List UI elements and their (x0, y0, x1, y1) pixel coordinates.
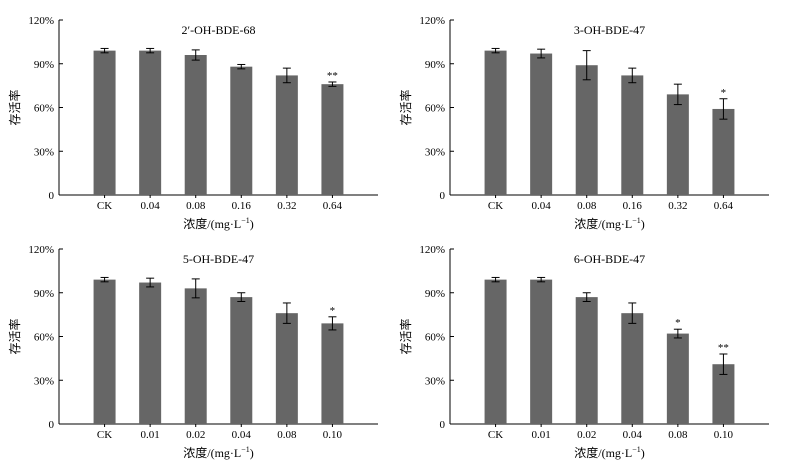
bar (230, 297, 253, 424)
y-tick-label: 90% (425, 288, 445, 300)
bar (184, 55, 207, 195)
y-tick-label: 0 (440, 419, 446, 431)
bar (484, 279, 507, 424)
x-tick-label: 0.16 (232, 200, 252, 212)
y-tick-label: 90% (34, 288, 54, 300)
x-tick-label: 0.08 (577, 200, 597, 212)
x-tick-label: 0.01 (532, 429, 551, 441)
bar (230, 66, 253, 196)
bar (666, 333, 689, 424)
y-tick-label: 120% (28, 15, 54, 27)
x-tick-label: 0.32 (277, 200, 296, 212)
x-tick-label: CK (97, 200, 112, 212)
x-tick-label: 0.16 (623, 200, 643, 212)
x-axis-label: 浓度/(mg·L−1) (183, 445, 254, 460)
panel-title: 5-OH-BDE-47 (183, 252, 254, 266)
chart-panel-2: 0 30% 60% 90% 120% CK 0.04 0.08 0.16 0.32 * 0.64 3-O… (398, 15, 769, 231)
x-tick-label: 0.64 (714, 200, 734, 212)
y-tick-label: 0 (49, 190, 55, 202)
y-tick-label: 120% (28, 244, 54, 256)
x-tick-label: 0.10 (714, 429, 734, 441)
y-tick-label: 30% (34, 375, 54, 387)
bar (275, 313, 298, 424)
y-tick-label: 30% (425, 375, 445, 387)
bar (275, 75, 298, 195)
x-tick-label: CK (488, 429, 503, 441)
x-tick-label: 0.01 (141, 429, 160, 441)
x-tick-label: 0.08 (277, 429, 297, 441)
y-tick-label: 0 (440, 190, 446, 202)
y-tick-label: 30% (34, 146, 54, 158)
y-axis-label: 存活率 (7, 89, 22, 125)
panel-title: 2′-OH-BDE-68 (182, 23, 256, 37)
bar (139, 50, 162, 195)
x-tick-label: 0.08 (186, 200, 206, 212)
y-tick-label: 90% (34, 59, 54, 71)
x-tick-label: 0.08 (668, 429, 688, 441)
bar (93, 279, 116, 424)
y-axis-label: 存活率 (7, 318, 22, 354)
significance-mark: * (330, 305, 336, 317)
bar (321, 84, 344, 195)
y-tick-label: 60% (425, 332, 445, 344)
x-tick-label: 0.02 (186, 429, 205, 441)
y-tick-label: 120% (419, 15, 445, 27)
bar (712, 364, 735, 424)
significance-mark: ** (327, 70, 338, 82)
panel-title: 6-OH-BDE-47 (574, 252, 645, 266)
y-tick-label: 30% (425, 146, 445, 158)
x-axis-label: 浓度/(mg·L−1) (183, 216, 254, 231)
y-tick-label: 90% (425, 59, 445, 71)
y-tick-label: 60% (34, 103, 54, 115)
x-tick-label: 0.04 (232, 429, 252, 441)
y-tick-label: 60% (425, 103, 445, 115)
significance-mark: * (675, 317, 681, 329)
bar (666, 94, 689, 195)
significance-mark: ** (718, 342, 729, 354)
bar (621, 313, 644, 424)
x-tick-label: CK (488, 200, 503, 212)
y-axis-label: 存活率 (398, 318, 413, 354)
bar (484, 50, 507, 195)
x-tick-label: 0.04 (141, 200, 161, 212)
bar (575, 297, 598, 424)
bar (712, 108, 735, 195)
y-tick-label: 60% (34, 332, 54, 344)
y-tick-label: 0 (49, 419, 55, 431)
significance-mark: * (721, 87, 727, 99)
bar (621, 75, 644, 195)
bar (321, 323, 344, 424)
bar (575, 65, 598, 195)
x-tick-label: 0.02 (577, 429, 596, 441)
x-tick-label: 0.32 (668, 200, 687, 212)
x-axis-label: 浓度/(mg·L−1) (574, 445, 645, 460)
x-tick-label: 0.10 (323, 429, 343, 441)
x-tick-label: 0.64 (323, 200, 343, 212)
panel-title: 3-OH-BDE-47 (574, 23, 645, 37)
chart-panel-4: 0 30% 60% 90% 120% CK 0.01 0.02 0.04 * 0.08 ** 0.10 6… (398, 244, 769, 460)
bar (530, 53, 553, 195)
y-tick-label: 120% (419, 244, 445, 256)
chart-panel-1: 0 30% 60% 90% 120% CK 0.04 0.08 0.16 0.32 ** 0.64 2′… (7, 15, 378, 231)
bar (139, 282, 162, 424)
bar (530, 279, 553, 424)
x-tick-label: CK (97, 429, 112, 441)
y-axis-label: 存活率 (398, 89, 413, 125)
x-tick-label: 0.04 (623, 429, 643, 441)
x-axis-label: 浓度/(mg·L−1) (574, 216, 645, 231)
x-tick-label: 0.04 (532, 200, 552, 212)
chart-panel-3: 0 30% 60% 90% 120% CK 0.01 0.02 0.04 0.08 * 0.10 5-O… (7, 244, 378, 460)
bar (93, 50, 116, 195)
bar (184, 288, 207, 424)
